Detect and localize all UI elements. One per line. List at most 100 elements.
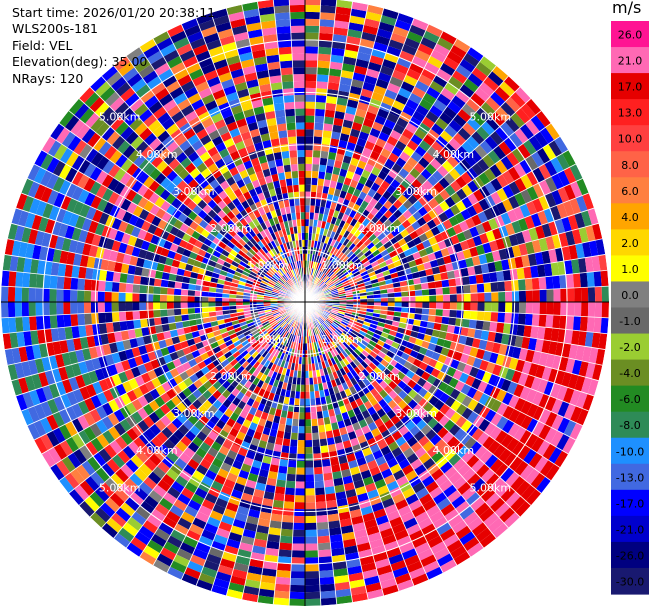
ppi-cell <box>543 263 553 277</box>
ppi-cell <box>411 505 426 518</box>
ppi-cell <box>374 241 384 250</box>
ppi-cell <box>133 486 149 501</box>
ppi-cell <box>421 523 437 536</box>
ppi-cell <box>567 373 579 390</box>
ppi-cell <box>32 244 42 260</box>
ppi-cell <box>121 359 131 372</box>
ppi-cell <box>170 463 184 476</box>
ppi-cell <box>86 256 96 269</box>
ppi-cell <box>595 348 606 366</box>
ppi-cell <box>460 208 472 221</box>
ppi-cell <box>317 542 331 551</box>
ppi-cell <box>260 433 270 443</box>
ppi-cell <box>97 291 105 302</box>
ppi-cell <box>305 53 318 61</box>
ppi-cell <box>174 457 188 470</box>
ppi-cell <box>284 331 290 339</box>
ppi-cell <box>252 332 261 339</box>
ppi-cell <box>361 385 370 395</box>
ppi-cell <box>366 156 378 167</box>
ppi-cell <box>237 447 249 457</box>
ppi-cell <box>221 265 230 273</box>
ppi-cell <box>347 431 357 440</box>
ppi-cell <box>511 312 519 325</box>
ppi-cell <box>349 128 361 138</box>
ppi-cell <box>421 68 437 81</box>
ppi-cell <box>314 115 325 124</box>
ppi-cell <box>582 193 595 211</box>
ppi-cell <box>313 466 324 475</box>
ppi-cell <box>254 276 262 283</box>
ppi-cell <box>521 254 531 268</box>
ppi-cell <box>70 302 78 315</box>
ppi-cell <box>41 136 56 154</box>
ppi-cell <box>420 424 432 436</box>
ppi-cell <box>446 366 457 378</box>
ppi-cell <box>9 332 19 349</box>
ppi-cell <box>324 236 330 244</box>
ppi-cell <box>366 589 384 600</box>
ppi-cell <box>334 13 351 23</box>
ppi-cell <box>411 535 428 549</box>
ppi-cell <box>431 140 444 154</box>
ppi-cell <box>287 348 293 356</box>
ppi-cell <box>375 78 390 90</box>
ppi-cell <box>567 287 575 302</box>
ppi-cell <box>582 346 592 363</box>
ppi-cell <box>394 93 409 105</box>
ppi-cell <box>9 255 19 272</box>
ppi-cell <box>478 81 495 97</box>
ppi-cell <box>365 68 380 79</box>
ppi-cell <box>323 288 330 293</box>
ppi-cell <box>241 257 250 265</box>
ppi-cell <box>305 350 308 358</box>
ppi-cell <box>350 585 367 596</box>
ppi-cell <box>265 442 275 451</box>
ppi-cell <box>335 226 343 235</box>
ppi-cell <box>286 411 294 419</box>
ppi-cell <box>467 266 476 277</box>
ppi-cell <box>226 354 236 363</box>
ppi-cell <box>362 512 376 523</box>
ppi-cell <box>50 123 65 141</box>
ppi-cell <box>85 267 94 280</box>
ppi-cell <box>104 291 112 302</box>
ppi-cell <box>377 521 392 532</box>
ppi-cell <box>319 570 334 578</box>
ppi-cell <box>439 392 450 404</box>
ppi-cell <box>401 44 418 56</box>
ppi-cell <box>349 279 357 285</box>
ppi-cell <box>115 154 128 168</box>
ppi-cell <box>496 270 505 282</box>
ppi-cell <box>400 511 415 523</box>
ppi-cell <box>514 460 529 476</box>
ppi-cell <box>61 378 73 394</box>
ppi-cell <box>109 473 125 488</box>
ppi-cell <box>341 280 350 286</box>
ppi-cell <box>296 328 300 336</box>
ppi-cell <box>128 377 139 390</box>
ppi-cell <box>222 306 230 311</box>
ppi-cell <box>490 477 506 493</box>
ppi-cell <box>440 247 450 258</box>
ppi-cell <box>305 364 309 372</box>
ppi-cell <box>317 340 323 348</box>
ppi-cell <box>85 206 97 221</box>
ppi-cell <box>146 285 154 294</box>
ppi-cell <box>482 350 492 362</box>
ppi-cell <box>227 268 236 275</box>
ppi-cell <box>95 184 108 199</box>
ppi-cell <box>475 244 486 256</box>
ppi-cell <box>337 289 345 294</box>
ppi-cell <box>456 293 464 302</box>
ppi-cell <box>426 274 435 283</box>
ppi-cell <box>439 200 450 212</box>
ppi-cell <box>319 19 335 28</box>
ppi-cell <box>351 121 363 132</box>
ppi-cell <box>144 343 154 354</box>
ppi-cell <box>459 506 475 520</box>
ppi-cell <box>339 76 353 86</box>
ppi-cell <box>389 129 402 141</box>
ppi-cell <box>33 167 47 184</box>
ppi-cell <box>531 277 540 291</box>
